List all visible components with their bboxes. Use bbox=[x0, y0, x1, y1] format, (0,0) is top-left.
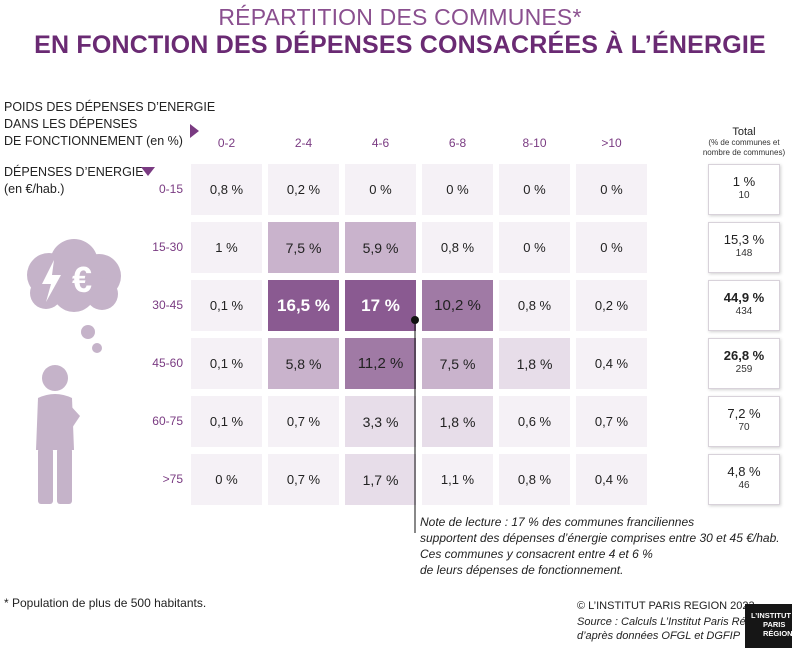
row-label: 45-60 bbox=[152, 356, 183, 370]
total-count: 70 bbox=[738, 422, 750, 433]
euro-icon: € bbox=[72, 259, 92, 300]
row-label: 15-30 bbox=[152, 240, 183, 254]
total-subheader-line2: nombre de communes) bbox=[702, 148, 786, 157]
heatmap-cell: 1,8 % bbox=[499, 338, 570, 389]
column-axis-arrow-icon bbox=[190, 124, 199, 138]
heatmap-cell: 0,4 % bbox=[576, 454, 647, 505]
row-axis-title: DÉPENSES D’ENERGIE (en €/hab.) bbox=[4, 164, 144, 198]
total-percent: 44,9 % bbox=[723, 290, 765, 305]
column-label: 8-10 bbox=[522, 136, 547, 150]
total-percent: 26,8 % bbox=[723, 348, 765, 363]
institut-paris-region-logo: L’INSTITUT PARIS RÉGION bbox=[745, 604, 793, 648]
total-percent: 4,8 % bbox=[727, 464, 761, 479]
heatmap-cell: 1,8 % bbox=[422, 396, 493, 447]
reading-note-line3: Ces communes y consacrent entre 4 et 6 % bbox=[420, 547, 653, 561]
lightning-icon bbox=[42, 260, 61, 302]
row-axis-title-line1: DÉPENSES D’ENERGIE bbox=[4, 165, 144, 179]
total-cell: 26,8 % 259 bbox=[708, 338, 780, 389]
logo-line1: L’INSTITUT bbox=[751, 611, 791, 620]
row-label: 30-45 bbox=[152, 298, 183, 312]
row-label: >75 bbox=[162, 472, 183, 486]
heatmap-cell: 16,5 % bbox=[268, 280, 339, 331]
total-percent: 1 % bbox=[732, 174, 756, 189]
reading-note: Note de lecture : 17 % des communes fran… bbox=[420, 514, 780, 578]
heatmap-cell: 0,2 % bbox=[576, 280, 647, 331]
row-axis-title-line2: (en €/hab.) bbox=[4, 182, 65, 196]
heatmap-cell: 1,1 % bbox=[422, 454, 493, 505]
row-axis-arrow-icon bbox=[141, 167, 155, 176]
column-axis-title: POIDS DES DÉPENSES D’ENERGIE DANS LES DÉ… bbox=[4, 99, 215, 150]
heatmap-cell: 0,8 % bbox=[191, 164, 262, 215]
heatmap-cell: 0,7 % bbox=[268, 396, 339, 447]
total-cell: 7,2 % 70 bbox=[708, 396, 780, 447]
total-count: 434 bbox=[735, 306, 753, 317]
column-label: >10 bbox=[601, 136, 622, 150]
total-count: 10 bbox=[738, 190, 750, 201]
reading-note-line4: de leurs dépenses de fonctionnement. bbox=[420, 563, 624, 577]
total-cell: 1 % 10 bbox=[708, 164, 780, 215]
heatmap-cell: 17 % bbox=[345, 280, 416, 331]
heatmap-cell: 10,2 % bbox=[422, 280, 493, 331]
person-thinking-about-energy-cost-icon: € bbox=[27, 239, 121, 504]
heatmap-cell: 0 % bbox=[499, 222, 570, 273]
logo-line2: PARIS bbox=[763, 620, 786, 629]
heatmap-cell: 7,5 % bbox=[422, 338, 493, 389]
heatmap-cell: 11,2 % bbox=[345, 338, 416, 389]
heatmap-cell: 0,1 % bbox=[191, 338, 262, 389]
total-percent: 15,3 % bbox=[723, 232, 765, 247]
heatmap-cell: 0 % bbox=[576, 222, 647, 273]
heatmap-cell: 0 % bbox=[576, 164, 647, 215]
total-count: 148 bbox=[735, 248, 753, 259]
heatmap-cell: 0,7 % bbox=[268, 454, 339, 505]
heatmap-cell: 5,8 % bbox=[268, 338, 339, 389]
heatmap-cell: 3,3 % bbox=[345, 396, 416, 447]
chart-title-line1: RÉPARTITION DES COMMUNES* bbox=[218, 4, 582, 30]
source-line2: d’après données OFGL et DGFIP bbox=[577, 630, 741, 642]
total-count: 259 bbox=[735, 364, 753, 375]
heatmap-cell: 0,6 % bbox=[499, 396, 570, 447]
total-cell: 4,8 % 46 bbox=[708, 454, 780, 505]
heatmap-cell: 7,5 % bbox=[268, 222, 339, 273]
source-line1: Source : Calculs L’Institut Paris Région bbox=[577, 616, 767, 628]
column-label: 2-4 bbox=[294, 136, 313, 150]
heatmap-cell: 0,7 % bbox=[576, 396, 647, 447]
column-label: 6-8 bbox=[448, 136, 467, 150]
heatmap-cell: 5,9 % bbox=[345, 222, 416, 273]
row-label: 0-15 bbox=[158, 182, 183, 196]
heatmap-cell: 0,1 % bbox=[191, 396, 262, 447]
column-label: 4-6 bbox=[371, 136, 390, 150]
column-label: 0-2 bbox=[217, 136, 236, 150]
copyright: © L’INSTITUT PARIS REGION 2023 bbox=[577, 600, 755, 612]
total-cell: 15,3 % 148 bbox=[708, 222, 780, 273]
heatmap-cell: 0,1 % bbox=[191, 280, 262, 331]
heatmap-cell: 1,7 % bbox=[345, 454, 416, 505]
heatmap-cell: 0,8 % bbox=[499, 280, 570, 331]
heatmap-cell: 0 % bbox=[422, 164, 493, 215]
total-header: Total bbox=[732, 126, 756, 138]
source-note: Source : Calculs L’Institut Paris Région… bbox=[577, 615, 767, 643]
logo-line3: RÉGION bbox=[763, 629, 793, 638]
heatmap-cell: 0,8 % bbox=[499, 454, 570, 505]
heatmap-cell: 0,4 % bbox=[576, 338, 647, 389]
row-label: 60-75 bbox=[152, 414, 183, 428]
column-axis-title-line3: DE FONCTIONNEMENT (en %) bbox=[4, 134, 183, 148]
total-subheader-line1: (% de communes et bbox=[708, 138, 780, 147]
total-cell: 44,9 % 434 bbox=[708, 280, 780, 331]
total-subheader: (% de communes et nombre de communes) bbox=[700, 138, 788, 158]
reading-note-line1: Note de lecture : 17 % des communes fran… bbox=[420, 515, 695, 529]
heatmap-cell: 0 % bbox=[345, 164, 416, 215]
column-axis-title-line2: DANS LES DÉPENSES bbox=[4, 117, 138, 131]
chart-title-line2: EN FONCTION DES DÉPENSES CONSACRÉES À L’… bbox=[34, 31, 766, 59]
column-axis-title-line1: POIDS DES DÉPENSES D’ENERGIE bbox=[4, 100, 216, 114]
reading-note-line2: supportent des dépenses d’énergie compri… bbox=[420, 531, 780, 545]
footnote: * Population de plus de 500 habitants. bbox=[4, 596, 207, 610]
heatmap-cell: 0,2 % bbox=[268, 164, 339, 215]
heatmap-cell: 0 % bbox=[499, 164, 570, 215]
total-count: 46 bbox=[738, 480, 750, 491]
total-percent: 7,2 % bbox=[727, 406, 761, 421]
note-connector bbox=[411, 316, 419, 533]
heatmap-cell: 0,8 % bbox=[422, 222, 493, 273]
heatmap-cell: 0 % bbox=[191, 454, 262, 505]
heatmap-cell: 1 % bbox=[191, 222, 262, 273]
